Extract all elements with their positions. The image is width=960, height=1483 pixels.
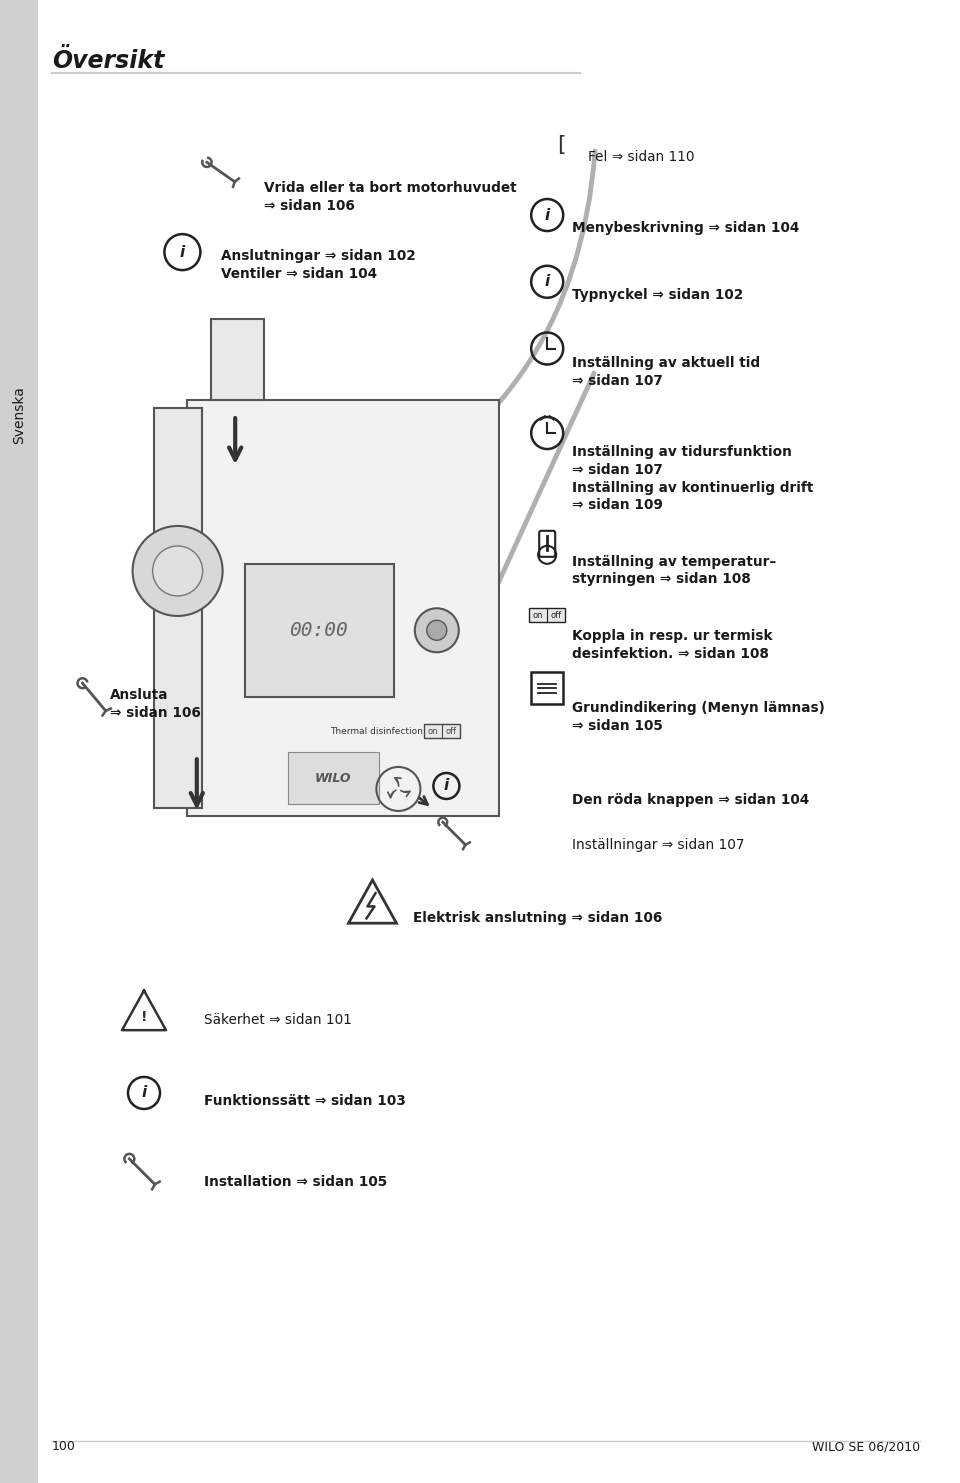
Text: Ansluta
⇒ sidan 106: Ansluta ⇒ sidan 106	[110, 688, 202, 719]
Text: Anslutningar ⇒ sidan 102
Ventiler ⇒ sidan 104: Anslutningar ⇒ sidan 102 Ventiler ⇒ sida…	[221, 249, 416, 280]
Text: Thermal disinfection: Thermal disinfection	[330, 727, 422, 736]
Text: on: on	[533, 611, 543, 620]
Bar	[211, 319, 264, 400]
Text: i: i	[141, 1086, 147, 1100]
Bar	[423, 724, 460, 739]
Text: WILO SE 06/2010: WILO SE 06/2010	[812, 1440, 920, 1453]
Text: i: i	[180, 245, 185, 260]
Circle shape	[427, 620, 446, 641]
Text: on: on	[427, 727, 438, 736]
Text: Svenska: Svenska	[12, 386, 26, 445]
Text: Den röda knappen ⇒ sidan 104: Den röda knappen ⇒ sidan 104	[572, 793, 809, 807]
Text: Typnyckel ⇒ sidan 102: Typnyckel ⇒ sidan 102	[572, 288, 743, 301]
Text: i: i	[544, 274, 550, 289]
Text: !: !	[141, 1010, 147, 1023]
Bar	[187, 400, 499, 816]
Text: Inställningar ⇒ sidan 107: Inställningar ⇒ sidan 107	[572, 838, 745, 851]
Bar	[0, 0, 38, 1483]
Text: Översikt: Översikt	[52, 49, 164, 73]
Bar	[531, 672, 564, 704]
Text: WILO: WILO	[315, 773, 351, 785]
Text: Fel ⇒ sidan 110: Fel ⇒ sidan 110	[588, 150, 694, 163]
Bar	[245, 564, 394, 697]
Text: Inställning av tidursfunktion
⇒ sidan 107
Inställning av kontinuerlig drift
⇒ si: Inställning av tidursfunktion ⇒ sidan 10…	[572, 445, 813, 513]
Text: Inställning av temperatur–
styrningen ⇒ sidan 108: Inställning av temperatur– styrningen ⇒ …	[572, 555, 777, 586]
Text: Grundindikering (Menyn lämnas)
⇒ sidan 105: Grundindikering (Menyn lämnas) ⇒ sidan 1…	[572, 701, 825, 733]
Text: off: off	[551, 611, 562, 620]
Text: i: i	[444, 779, 449, 793]
Text: [: [	[558, 135, 565, 156]
Bar	[288, 752, 379, 804]
Text: Vrida eller ta bort motorhuvudet
⇒ sidan 106: Vrida eller ta bort motorhuvudet ⇒ sidan…	[264, 181, 516, 212]
Text: Funktionssätt ⇒ sidan 103: Funktionssätt ⇒ sidan 103	[204, 1094, 406, 1108]
Circle shape	[415, 608, 459, 653]
Text: off: off	[445, 727, 456, 736]
Text: Menybeskrivning ⇒ sidan 104: Menybeskrivning ⇒ sidan 104	[572, 221, 800, 234]
Text: Installation ⇒ sidan 105: Installation ⇒ sidan 105	[204, 1175, 388, 1188]
Text: Koppla in resp. ur termisk
desinfektion. ⇒ sidan 108: Koppla in resp. ur termisk desinfektion.…	[572, 629, 773, 660]
Text: 100: 100	[52, 1440, 76, 1453]
Text: 00:00: 00:00	[289, 621, 348, 639]
Text: Elektrisk anslutning ⇒ sidan 106: Elektrisk anslutning ⇒ sidan 106	[413, 911, 662, 924]
Text: i: i	[544, 208, 550, 222]
Circle shape	[132, 526, 223, 615]
Text: Säkerhet ⇒ sidan 101: Säkerhet ⇒ sidan 101	[204, 1013, 352, 1026]
Text: Inställning av aktuell tid
⇒ sidan 107: Inställning av aktuell tid ⇒ sidan 107	[572, 356, 760, 387]
Bar	[529, 608, 565, 623]
Circle shape	[153, 546, 203, 596]
Bar	[154, 408, 202, 808]
